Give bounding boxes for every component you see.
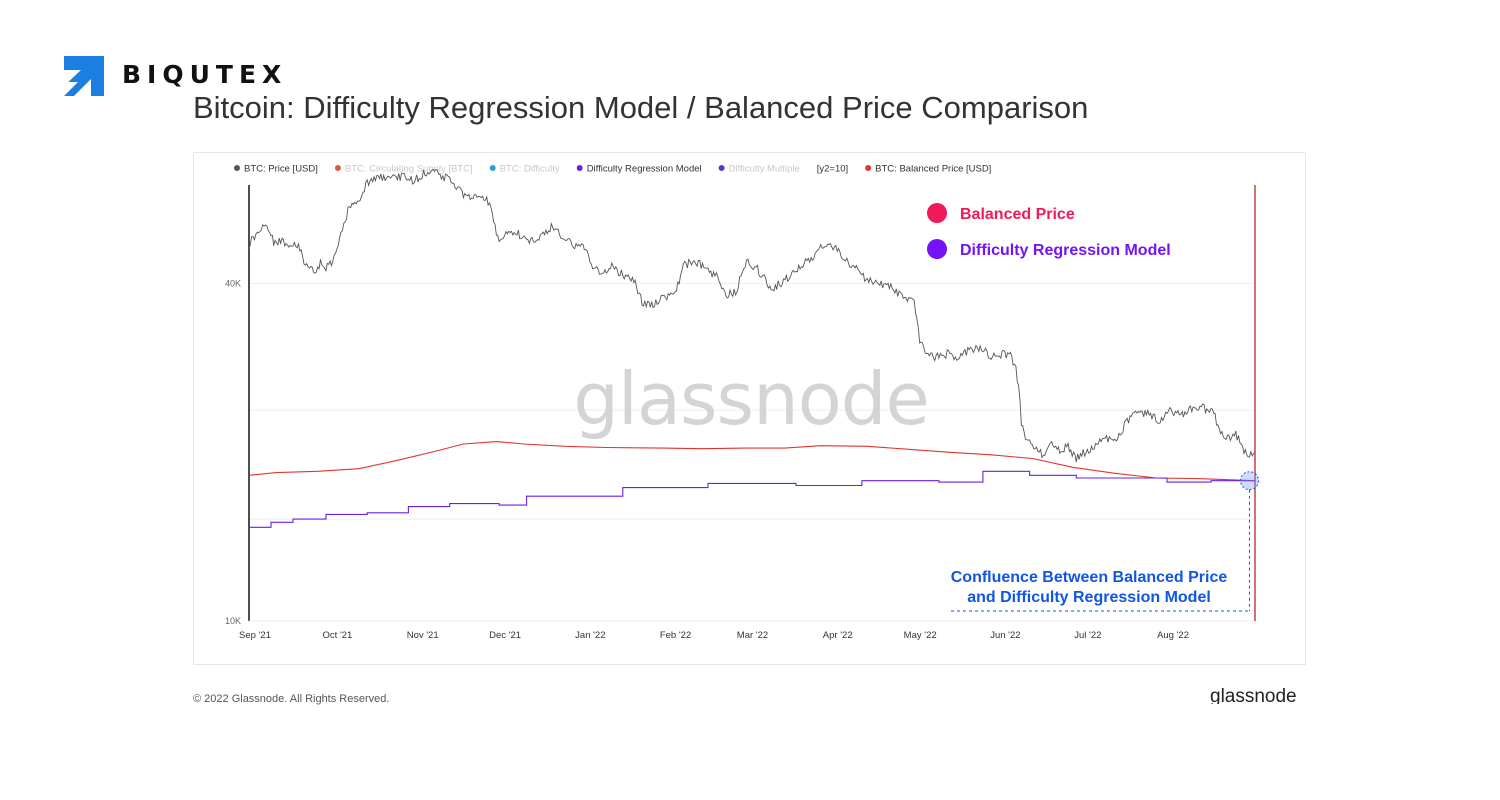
inset-legend-dot-0 xyxy=(927,203,947,223)
legend-item-6: BTC: Balanced Price [USD] xyxy=(875,164,991,175)
x-tick-label-10: Jul '22 xyxy=(1074,630,1101,641)
y-tick-label-0: 10K xyxy=(225,616,241,626)
brand-logo: BIQUTEX xyxy=(64,56,281,96)
x-tick-label-0: Sep '21 xyxy=(239,630,271,641)
x-tick-label-11: Aug '22 xyxy=(1157,630,1189,641)
legend-dot-2 xyxy=(489,165,496,171)
footer-copyright: © 2022 Glassnode. All Rights Reserved. xyxy=(193,693,390,705)
chart-panel: BTC: Price [USD] BTC: Circulating Supply … xyxy=(193,152,1306,665)
confluence-label-line-0: Confluence Between Balanced Price xyxy=(951,569,1228,586)
watermark-text: glassnode xyxy=(573,357,929,441)
footer-brand: glassnode xyxy=(1210,686,1297,704)
x-tick-label-9: Jun '22 xyxy=(990,630,1020,641)
x-tick-label-1: Oct '21 xyxy=(323,630,353,641)
x-tick-label-5: Feb '22 xyxy=(660,630,691,641)
legend-item-2: BTC: Difficulty xyxy=(500,164,560,175)
legend-item-4: Difficulty Multiple xyxy=(729,164,800,175)
legend-dot-1 xyxy=(334,165,341,171)
confluence-marker xyxy=(1240,471,1260,491)
inset-legend-label-1: Difficulty Regression Model xyxy=(960,242,1171,259)
legend-item-1: BTC: Circulating Supply [BTC] xyxy=(345,164,473,175)
legend-item-5: [y2=10] xyxy=(817,164,848,175)
inset-legend-dot-1 xyxy=(927,239,947,259)
x-tick-label-6: Mar '22 xyxy=(737,630,768,641)
arrow-logo-icon xyxy=(64,56,104,96)
brand-name: BIQUTEX xyxy=(122,60,288,89)
x-tick-label-8: May '22 xyxy=(904,630,937,641)
confluence-label-line-1: and Difficulty Regression Model xyxy=(967,589,1211,606)
series-line-price xyxy=(248,168,1256,463)
series-line-difficulty-regression xyxy=(249,470,1255,528)
legend-item-0: BTC: Price [USD] xyxy=(244,164,318,175)
x-tick-label-3: Dec '21 xyxy=(489,630,521,641)
x-tick-label-4: Jan '22 xyxy=(575,630,605,641)
x-tick-label-2: Nov '21 xyxy=(407,630,439,641)
legend-dot-6 xyxy=(865,165,872,171)
legend-item-3: Difficulty Regression Model xyxy=(587,164,702,175)
page-title: Bitcoin: Difficulty Regression Model / B… xyxy=(193,90,1089,125)
y-tick-label-1: 40K xyxy=(225,279,241,289)
x-tick-label-7: Apr '22 xyxy=(823,630,853,641)
inset-legend-label-0: Balanced Price xyxy=(960,206,1075,223)
series-line-balanced-price xyxy=(248,441,1256,482)
legend-dot-4 xyxy=(718,165,725,171)
chart-svg: BTC: Price [USD] BTC: Circulating Supply … xyxy=(225,164,1260,641)
legend-dot-0 xyxy=(234,165,240,171)
legend-dot-3 xyxy=(576,165,583,171)
